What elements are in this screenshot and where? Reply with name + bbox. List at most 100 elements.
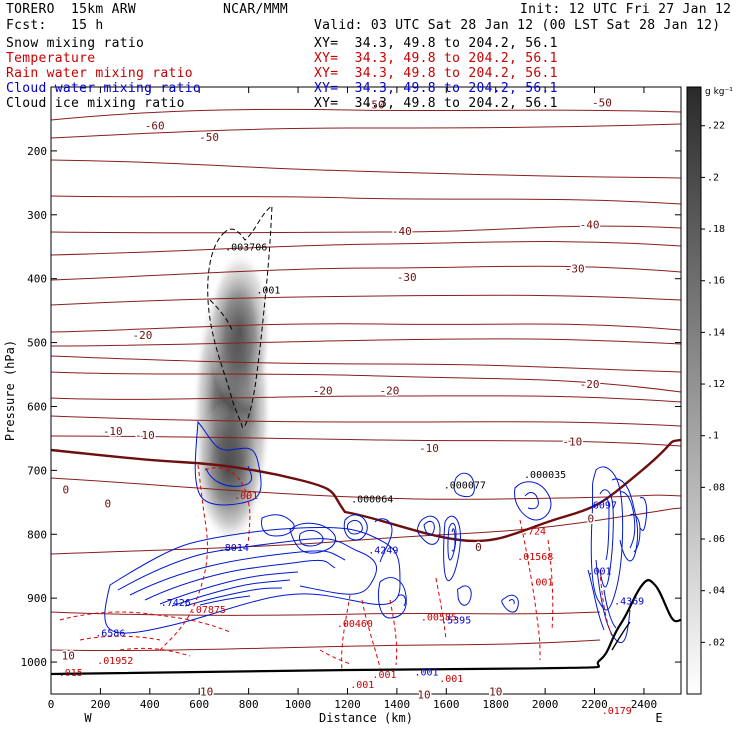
isotherm-label: 0 — [588, 512, 595, 525]
maximum-value-label: .6586 — [95, 628, 125, 639]
colorbar-tick-label: .08 — [707, 482, 725, 493]
y-tick-label: 1000 — [21, 656, 48, 669]
colorbar-unit: g kg⁻¹ — [705, 87, 733, 97]
init-time: Init: 12 UTC Fri 27 Jan 12 — [520, 2, 732, 17]
east-label: E — [655, 711, 662, 725]
isotherm-label: -40 — [392, 225, 412, 238]
x-tick-label: 2400 — [631, 698, 658, 711]
colorbar-tick-label: .1 — [707, 431, 719, 442]
snow-shading — [192, 250, 272, 550]
x-axis-label: Distance (km) — [319, 711, 413, 725]
maximum-value-label: .4369 — [614, 597, 644, 608]
colorbar-tick-label: .04 — [707, 586, 725, 597]
colorbar-tick-label: .06 — [707, 534, 725, 545]
field-name: Cloud ice mixing ratio — [6, 96, 185, 111]
plot-frame — [50, 86, 682, 695]
y-tick-label: 200 — [27, 145, 47, 158]
maximum-value-label: .000077 — [444, 480, 486, 491]
isotherm-label: -60 — [145, 119, 165, 132]
field-name: Snow mixing ratio — [6, 36, 145, 51]
temperature-isotherms — [51, 108, 681, 652]
maximum-value-label: .01568 — [517, 552, 553, 563]
x-tick-label: 0 — [48, 698, 55, 711]
maximum-value-label: .8014 — [219, 543, 249, 554]
rain-water-contours — [59, 464, 613, 671]
x-tick-label: 2200 — [581, 698, 608, 711]
x-tick-label: 800 — [239, 698, 259, 711]
maximum-value-label: .003706 — [225, 243, 267, 254]
field-name: Temperature — [6, 51, 96, 66]
maximum-value-label: .001 — [234, 491, 258, 502]
maximum-value-label: .001 — [529, 577, 553, 588]
field-section-coords: XY= 34.3, 49.8 to 204.2, 56.1 — [314, 81, 558, 96]
maximum-value-label: .7426 — [161, 598, 191, 609]
isotherm-label: 0 — [63, 484, 70, 497]
y-tick-label: 900 — [27, 592, 47, 605]
isotherm-label: -20 — [313, 385, 333, 398]
maximum-value-label: .001 — [372, 670, 396, 681]
terrain-line — [51, 579, 681, 676]
maximum-value-label: .001 — [414, 667, 438, 678]
colorbar-tick-label: .02 — [707, 637, 725, 648]
isotherm-label: -50 — [592, 96, 612, 109]
x-tick-label: 1200 — [334, 698, 361, 711]
axes: 0 200 400 600 800 1000 1200 1400 1600 1800 2000 220… — [3, 87, 681, 725]
isotherm-label: 10 — [62, 650, 75, 663]
maximum-value-label: .6097 — [587, 501, 617, 512]
colorbar-tick-label: .16 — [707, 276, 725, 287]
colorbar-tick-label: .12 — [707, 379, 725, 390]
isotherm-label: -20 — [380, 385, 400, 398]
x-tick-label: 2000 — [532, 698, 559, 711]
x-tick-label: 1000 — [285, 698, 312, 711]
isotherm-label: -20 — [132, 329, 152, 342]
colorbar — [686, 86, 702, 695]
x-tick-label: 200 — [90, 698, 110, 711]
field-name: Cloud water mixing ratio — [6, 81, 202, 96]
maximum-value-label: .00460 — [337, 619, 373, 630]
maximum-value-label: .07875 — [190, 605, 226, 616]
maximum-value-label: .001 — [256, 285, 280, 296]
x-tick-label: 1800 — [482, 698, 509, 711]
isotherm-label: -10 — [135, 429, 155, 442]
x-tick-label: 600 — [189, 698, 209, 711]
field-section-coords: XY= 34.3, 49.8 to 204.2, 56.1 — [314, 66, 558, 81]
freezing-level-isotherm — [51, 438, 681, 543]
field-section-coords: XY= 34.3, 49.8 to 204.2, 56.1 — [314, 36, 558, 51]
y-tick-label: 800 — [27, 528, 47, 541]
x-tick-label: 1400 — [384, 698, 411, 711]
y-tick-label: 500 — [27, 337, 47, 350]
maximum-value-label: .724 — [522, 526, 546, 537]
maximum-value-label: .000035 — [524, 470, 566, 481]
isotherm-label: 10 — [417, 689, 430, 702]
isotherm-label: 0 — [475, 541, 482, 554]
org-title: NCAR/MMM — [223, 2, 289, 17]
maximum-value-label: .0179 — [602, 706, 632, 717]
colorbar-tick-label: .2 — [707, 172, 719, 183]
field-section-coords: XY= 34.3, 49.8 to 204.2, 56.1 — [314, 96, 558, 111]
maximum-value-label: .001 — [587, 567, 611, 578]
x-tick-label: 400 — [140, 698, 160, 711]
colorbar-ticks: .02 .04 .06 .08 .1 .12 .14 .16 .18 .2 .22 — [701, 121, 725, 648]
y-tick-label: 400 — [27, 273, 47, 286]
x-tick-label: 1600 — [433, 698, 460, 711]
isotherm-label: -40 — [580, 218, 600, 231]
isotherm-label: -20 — [580, 378, 600, 391]
isotherm-label: -10 — [419, 442, 439, 455]
forecast-hour: Fcst: 15 h — [6, 18, 104, 33]
maximum-value-label: .001 — [350, 680, 374, 691]
colorbar-tick-label: .14 — [707, 327, 725, 338]
isotherm-label: -10 — [103, 425, 123, 438]
contour-labels: -60-50 -50-50-40 -40-30-30-20-20 -20 -20-10-… — [59, 95, 644, 717]
isotherm-label: 10 — [200, 685, 213, 698]
isotherm-label: -30 — [397, 271, 417, 284]
maximum-value-label: .000064 — [351, 494, 393, 505]
cloud-ice-contours — [207, 205, 273, 429]
maximum-value-label: .015 — [59, 668, 83, 679]
y-tick-label: 600 — [27, 400, 47, 413]
maximum-value-label: .00585 — [421, 613, 457, 624]
colorbar-tick-label: .22 — [707, 121, 725, 132]
isotherm-label: -30 — [565, 262, 585, 275]
maximum-value-label: .4249 — [368, 545, 398, 556]
isotherm-label: 0 — [105, 498, 112, 511]
